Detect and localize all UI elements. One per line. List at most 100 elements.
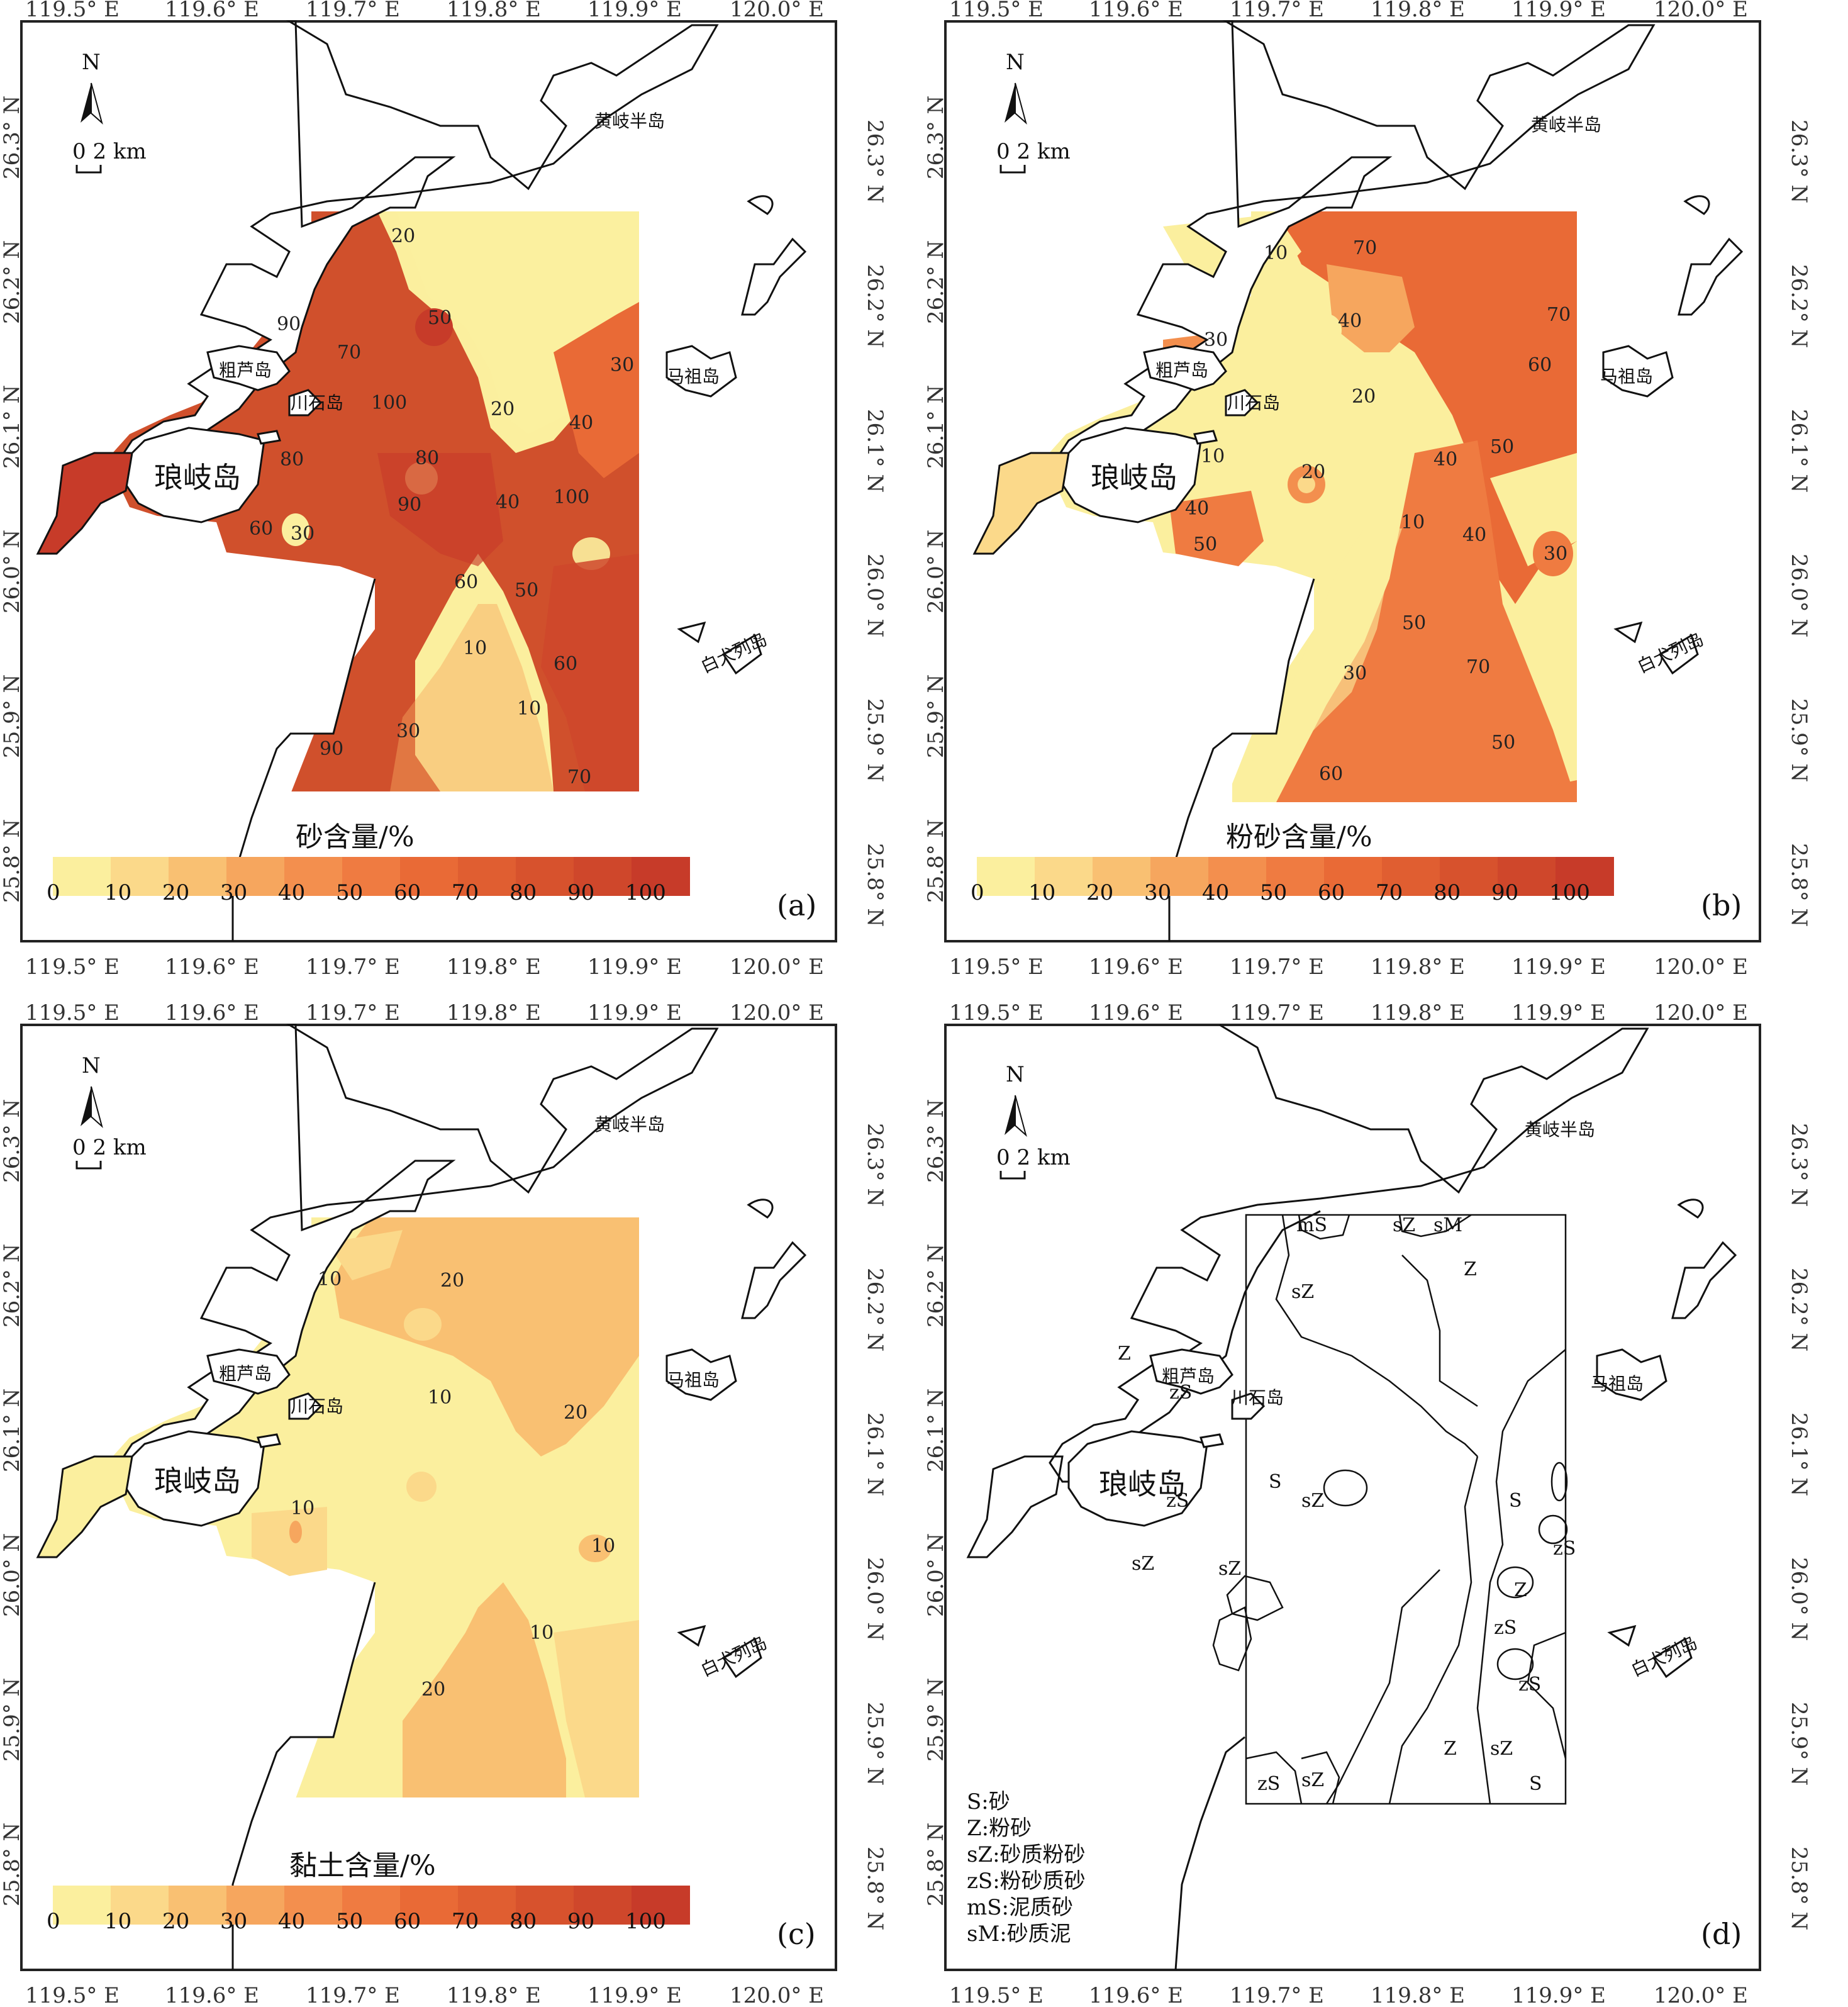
contour-label: 100 — [371, 392, 407, 414]
zone-label: Z — [1464, 1258, 1477, 1280]
contour-label: 70 — [567, 766, 591, 788]
zone-label: zS — [1257, 1773, 1280, 1795]
lon-label: 119.5° E — [25, 1000, 120, 1026]
place-label: 黄岐半岛 — [1531, 115, 1601, 135]
zone-label: mS — [1296, 1214, 1327, 1236]
contour-label: 10 — [318, 1268, 342, 1290]
contour-label: 30 — [291, 523, 314, 545]
islands — [36, 345, 323, 555]
legend-swatch — [1093, 857, 1151, 896]
legend-tick-label: 30 — [220, 880, 247, 905]
contour-label: 20 — [1352, 386, 1376, 408]
legend-tick-label: 10 — [104, 1909, 131, 1934]
zone-label: zS — [1166, 1490, 1189, 1512]
lat-label: 25.9° N — [1786, 698, 1812, 782]
contour-label: 40 — [1185, 498, 1209, 520]
lat-ticks-right: 26.3° N 26.2° N 26.1° N 26.0° N 25.9° N … — [862, 1123, 888, 1930]
lat-label: 25.9° N — [1786, 1702, 1812, 1786]
lon-label: 119.9° E — [1511, 1000, 1606, 1026]
contour-label: 10 — [530, 1622, 554, 1644]
lat-label: 25.9° N — [862, 1702, 888, 1786]
legend-swatch — [111, 857, 169, 896]
legend-swatch — [516, 857, 574, 896]
color-legend: 砂含量/% 0 10 20 30 40 50 60 70 80 90 100 — [47, 821, 690, 905]
lon-label: 120.0° E — [730, 954, 824, 980]
lon-label: 119.5° E — [949, 1000, 1044, 1026]
svg-text:0 2 km: 0 2 km — [72, 1135, 147, 1160]
svg-text:0 2 km: 0 2 km — [72, 139, 147, 164]
legend-tick-label: 20 — [1086, 880, 1113, 905]
zone-label: sZ — [1218, 1558, 1241, 1580]
legend-tick-label: 50 — [1260, 880, 1287, 905]
lon-label: 120.0° E — [1654, 1000, 1748, 1026]
contour-label: 10 — [517, 698, 541, 720]
legend-swatch — [169, 1886, 227, 1925]
legend-swatch — [458, 1886, 516, 1925]
lon-ticks-top: 119.5° E 119.6° E 119.7° E 119.8° E 119.… — [949, 0, 1748, 22]
lon-label: 119.6° E — [1089, 1983, 1183, 2007]
legend-swatch — [226, 857, 285, 896]
legend-swatch — [342, 1886, 401, 1925]
lat-label: 26.2° N — [1786, 264, 1812, 348]
legend-swatch — [632, 1886, 690, 1925]
contour-label: 20 — [564, 1402, 587, 1424]
contour-label: 20 — [421, 1679, 445, 1701]
contour-label: 90 — [320, 738, 343, 760]
zone-label: S — [1269, 1471, 1282, 1493]
mainland-bit — [36, 452, 133, 555]
legend-swatch — [111, 1886, 169, 1925]
lat-label: 26.3° N — [1786, 120, 1812, 203]
lon-label: 119.7° E — [306, 0, 400, 22]
contour-label: 10 — [591, 1535, 615, 1557]
legend-swatch — [342, 857, 401, 896]
lat-label: 25.8° N — [1786, 843, 1812, 927]
legend-swatch — [1498, 857, 1556, 896]
lon-ticks-top: 119.5° E 119.6° E 119.7° E 119.8° E 119.… — [949, 1000, 1748, 1026]
contour-label: 60 — [1528, 354, 1552, 376]
lat-label: 26.3° N — [862, 120, 888, 203]
lat-label: 26.1° N — [862, 1412, 888, 1496]
key-item: zS:粉砂质砂 — [967, 1869, 1086, 1894]
panel-a: 119.5° E 119.6° E 119.7° E 119.8° E 119.… — [0, 0, 924, 1004]
contour-label: 60 — [1319, 763, 1343, 785]
lon-label: 119.7° E — [1230, 1983, 1324, 2007]
svg-text:N: N — [1006, 1062, 1025, 1087]
lat-label: 25.9° N — [862, 698, 888, 782]
contour-labels: 20 50 90 70 100 20 30 40 80 80 90 40 100… — [249, 225, 634, 788]
legend-ticks: 0 10 20 30 40 50 60 70 80 90 100 — [47, 880, 666, 905]
place-label: 马祖岛 — [667, 1370, 720, 1390]
small-island — [257, 430, 281, 445]
contour-label: 60 — [454, 571, 478, 593]
contour-label: 60 — [554, 653, 577, 675]
lon-label: 119.5° E — [949, 954, 1044, 980]
place-label: 琅岐岛 — [1099, 1467, 1186, 1501]
lat-label: 26.2° N — [862, 1268, 888, 1351]
lon-label: 119.8° E — [1371, 0, 1465, 22]
lat-label: 26.1° N — [1786, 409, 1812, 493]
contour-label: 20 — [391, 225, 415, 247]
lon-ticks-bottom: 119.5° E 119.6° E 119.7° E 119.8° E 119.… — [949, 954, 1748, 980]
legend-tick-label: 60 — [1318, 880, 1345, 905]
legend-bar — [977, 857, 1614, 896]
cuilu-island — [206, 1348, 291, 1395]
legend-tick-label: 30 — [220, 1909, 247, 1934]
lon-label: 119.5° E — [25, 954, 120, 980]
legend-swatch — [53, 857, 111, 896]
lat-ticks-right: 26.3° N 26.2° N 26.1° N 26.0° N 25.9° N … — [1786, 1123, 1812, 1930]
legend-tick-label: 40 — [1202, 880, 1229, 905]
langqi-island — [1067, 1430, 1208, 1527]
zone-label: Z — [1118, 1343, 1131, 1365]
legend-swatch — [226, 1886, 285, 1925]
svg-text:0 2 km: 0 2 km — [996, 1145, 1071, 1170]
place-label: 黄岐半岛 — [594, 1114, 665, 1135]
place-label: 川石岛 — [291, 393, 343, 413]
panel-letter: (b) — [1701, 888, 1742, 922]
place-label: 川石岛 — [291, 1396, 343, 1417]
legend-tick-label: 60 — [394, 1909, 421, 1934]
key-item: S:砂 — [967, 1789, 1010, 1814]
contour-label: 50 — [428, 307, 452, 329]
contour-label: 90 — [277, 313, 301, 335]
lon-label: 119.8° E — [447, 0, 541, 22]
color-legend: 黏土含量/% 0 10 20 30 40 50 60 70 80 90 100 — [47, 1850, 690, 1934]
sediment-zones — [1212, 1214, 1568, 1805]
